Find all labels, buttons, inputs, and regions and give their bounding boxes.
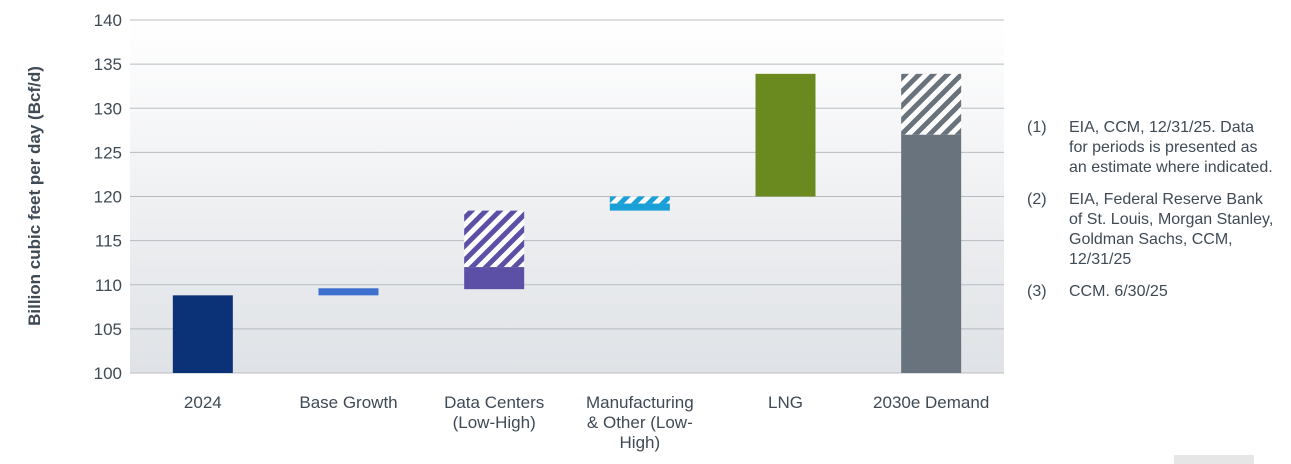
y-tick-label: 110 [95, 276, 122, 295]
corner-decoration [1174, 455, 1254, 464]
x-category-label: 2024 [184, 393, 222, 412]
footnote-text: EIA, Federal Reserve Bank of St. Louis, … [1069, 191, 1274, 268]
footnotes: (1) EIA, CCM, 12/31/25. Data for periods… [1027, 118, 1277, 314]
footnote-3: (3) CCM. 6/30/25 [1027, 282, 1277, 302]
bar [609, 203, 670, 211]
y-tick-label: 120 [94, 188, 122, 207]
y-tick-label: 115 [95, 232, 122, 251]
bar [318, 288, 379, 296]
bar [172, 295, 233, 373]
x-category-label: Data Centers (Low-High) [444, 393, 544, 432]
footnote-2: (2) EIA, Federal Reserve Bank of St. Lou… [1027, 190, 1277, 270]
x-category-label: LNG [768, 393, 803, 412]
footnote-number: (2) [1027, 191, 1047, 208]
y-tick-label: 140 [94, 11, 122, 30]
y-tick-label: 125 [94, 143, 122, 162]
footnote-text: EIA, CCM, 12/31/25. Data for periods is … [1069, 119, 1273, 176]
y-tick-label: 135 [94, 55, 122, 74]
footnote-text: CCM. 6/30/25 [1069, 283, 1168, 300]
x-category-label: Manufacturing & Other (Low-High) [586, 393, 694, 452]
bar [464, 267, 525, 290]
y-tick-label: 130 [94, 99, 122, 118]
x-category-label: 2030e Demand [873, 393, 989, 412]
bar-range-hatched [609, 196, 670, 204]
bar [901, 134, 962, 373]
waterfall-chart: 100 105 110 115 120 125 130 135 140 2024 Base Gro… [25, 11, 1004, 452]
footnote-number: (1) [1027, 119, 1047, 136]
bar [755, 73, 816, 197]
y-tick-label: 105 [94, 320, 122, 339]
footnote-1: (1) EIA, CCM, 12/31/25. Data for periods… [1027, 118, 1277, 178]
bar-range-hatched [901, 73, 962, 135]
bar-range-hatched [464, 210, 525, 268]
y-tick-label: 100 [94, 364, 122, 383]
y-axis-label: Billion cubic feet per day (Bcf/d) [25, 66, 44, 326]
x-category-label: Base Growth [299, 393, 397, 412]
footnote-number: (3) [1027, 283, 1047, 300]
